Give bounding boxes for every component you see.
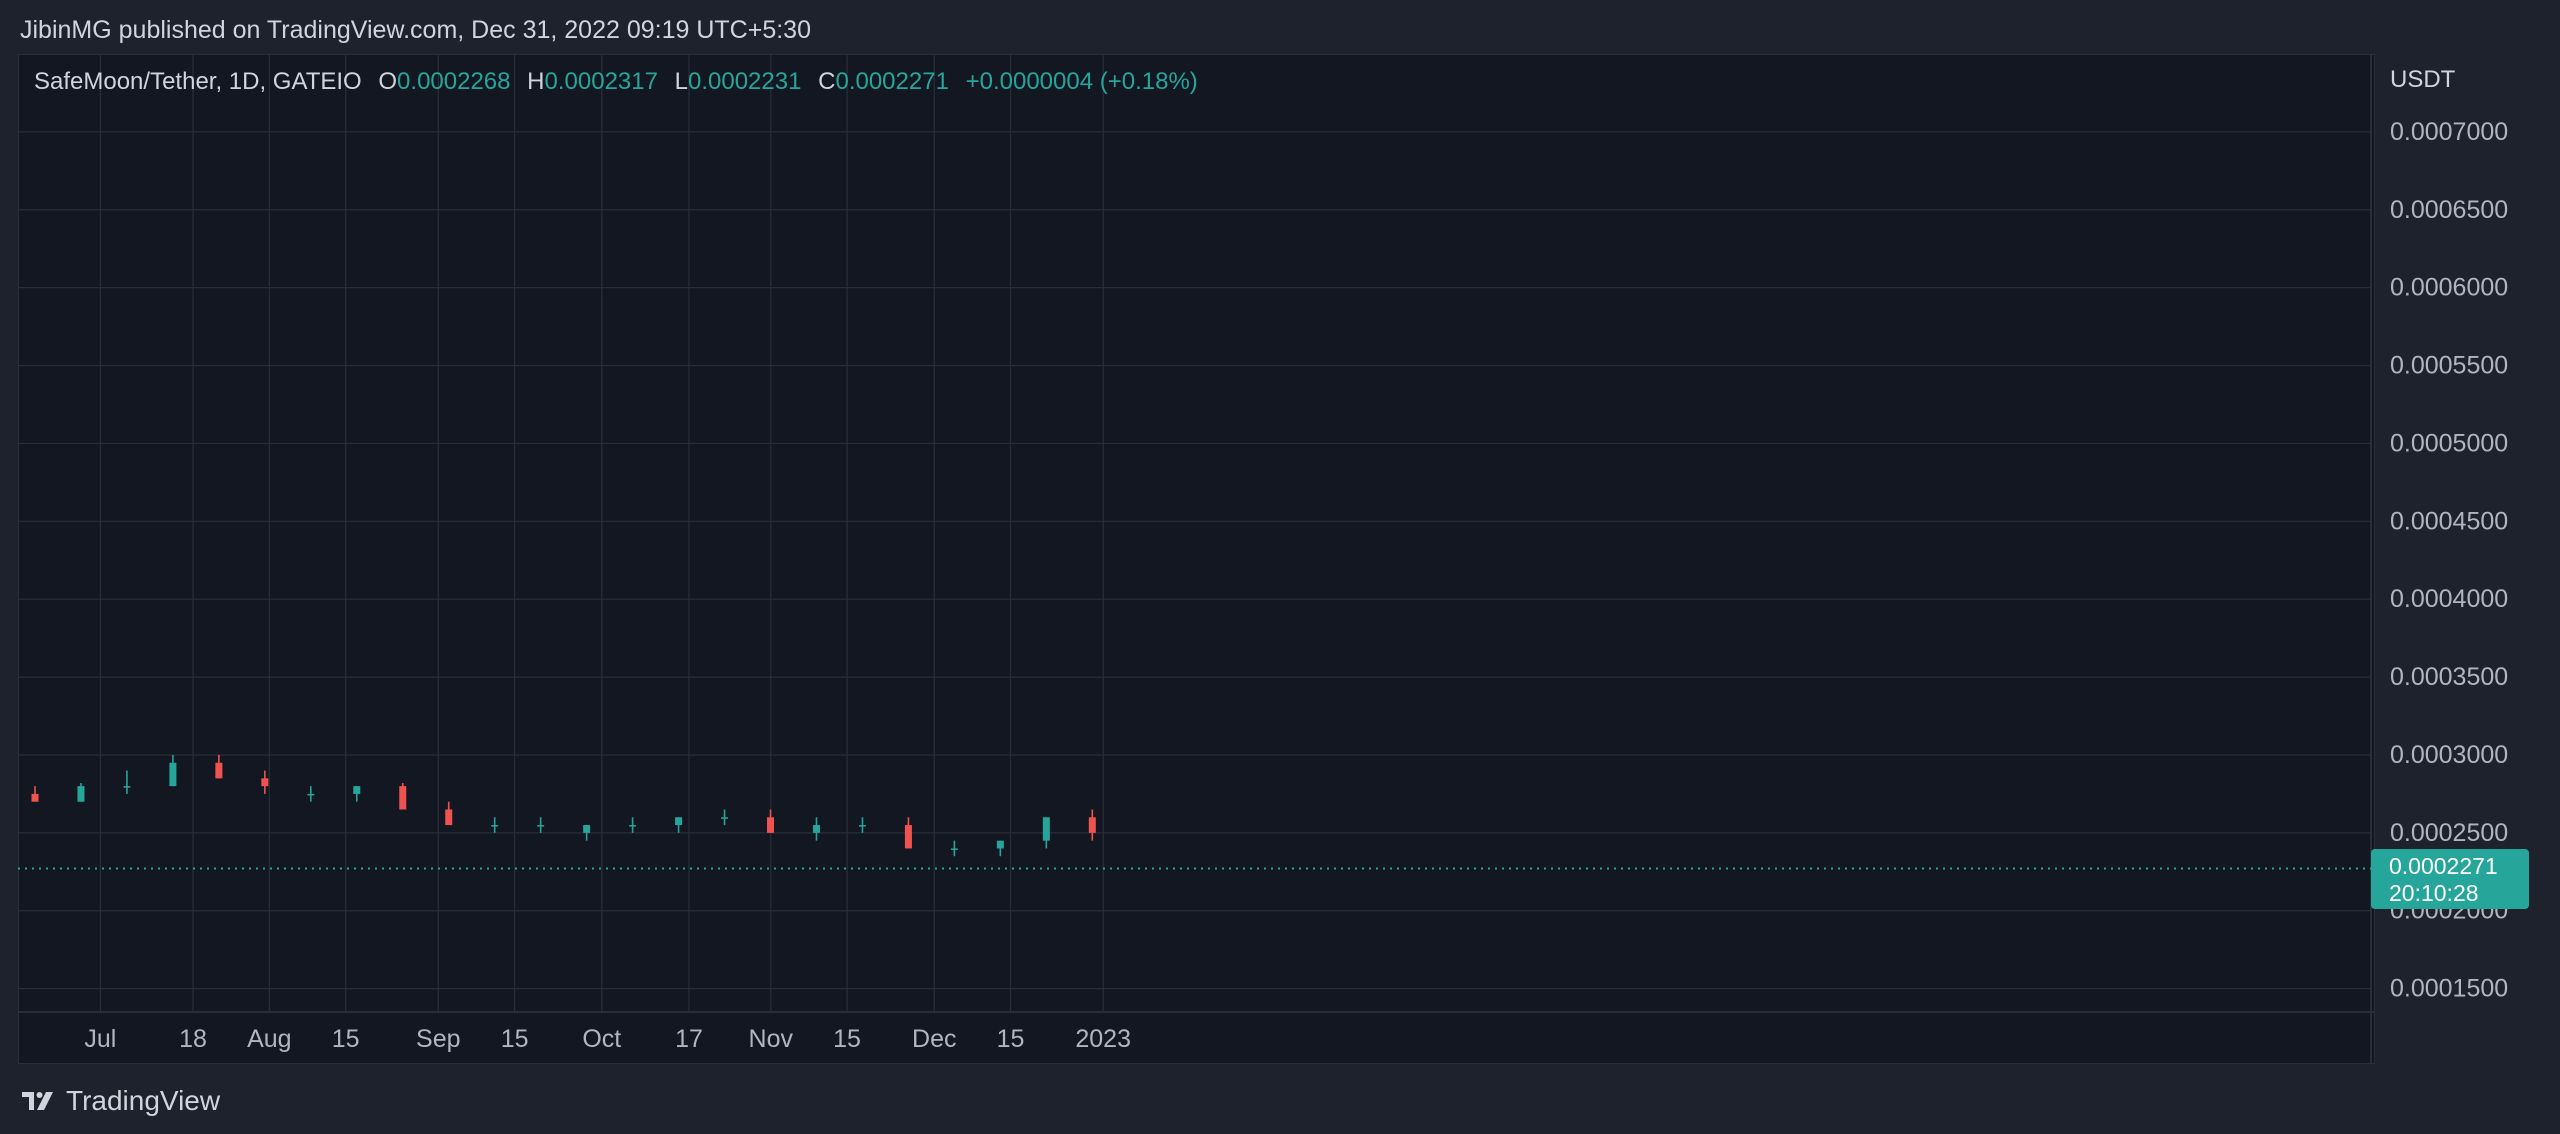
close-label: C [818,68,836,95]
time-tick-label: Oct [582,1025,621,1053]
candle-body [353,786,361,794]
candle-body [445,809,453,826]
price-axis-labels: 0.00015000.00020000.00025000.00030000.00… [2390,118,2508,1003]
price-tick-label: 0.0003000 [2390,741,2508,769]
time-tick-label: 15 [833,1025,861,1053]
time-tick-label: 17 [675,1025,703,1053]
candle-body [675,817,683,826]
open-label: O [378,68,398,95]
tradingview-brand[interactable]: TradingView [20,1084,220,1118]
chart-frame[interactable] [18,54,2375,1064]
candle-body [950,848,958,850]
price-tick-label: 0.0006000 [2390,274,2508,302]
time-tick-label: Jul [84,1025,116,1053]
low-label: L [674,68,688,95]
candle-body [721,817,729,819]
time-tick-label: Nov [749,1025,794,1053]
time-tick-label: 15 [501,1025,529,1053]
currency-label[interactable]: USDT [2390,66,2456,93]
candle-body [996,840,1004,849]
time-tick-label: 15 [997,1025,1025,1053]
candle-body [261,778,269,787]
candle-body [1088,817,1096,833]
candle-body [169,762,177,787]
candle-body [767,817,775,833]
brand-name: TradingView [66,1085,221,1116]
low-value: 0.0002231 [688,68,802,95]
high-label: H [527,68,545,95]
price-tick-label: 0.0004000 [2390,585,2508,613]
price-tick-label: 0.0006500 [2390,196,2508,224]
time-axis-labels: Jul 18 Aug 15 Sep 15 Oct 17 Nov 15 Dec 15 2023 [84,1025,1131,1053]
candle-body [31,793,39,802]
last-price-value: 0.0002271 [2389,853,2498,879]
candle-body [904,825,912,849]
publisher-line: JibinMG published on TradingView.com, De… [20,16,811,44]
price-tick-label: 0.0004500 [2390,507,2508,535]
candle-body [399,786,407,810]
price-tick-label: 0.0007000 [2390,118,2508,146]
top-bar: JibinMG published on TradingView.com, De… [0,0,2560,54]
change-value: +0.0000004 (+0.18%) [965,68,1198,95]
chart-legend: SafeMoon/Tether, 1D, GATEIO O0.0002268 H… [34,68,1198,96]
close-value: 0.0002271 [835,68,949,95]
candle-body [215,762,223,779]
time-tick-label: Dec [912,1025,956,1053]
candle-body [583,825,591,833]
tradingview-logo-icon [22,1092,53,1110]
price-tick-label: 0.0001500 [2390,975,2508,1003]
candle-body [858,825,866,827]
price-tick-label: 0.0003500 [2390,663,2508,691]
candle-body [123,786,131,788]
bar-countdown: 20:10:28 [2389,880,2479,906]
time-tick-label: 18 [179,1025,207,1053]
candle-body [537,825,545,827]
candles [31,754,1096,857]
price-tick-label: 0.0005500 [2390,352,2508,380]
high-value: 0.0002317 [544,68,658,95]
candle-body [812,825,820,833]
time-tick-label: 15 [332,1025,360,1053]
time-tick-label: Sep [416,1025,460,1053]
bottom-bar [0,1064,2560,1134]
chart-grid [18,54,2371,1012]
price-tick-label: 0.0002500 [2390,819,2508,847]
price-tick-label: 0.0005000 [2390,429,2508,457]
open-value: 0.0002268 [397,68,511,95]
candle-body [629,825,637,827]
candle-body [307,793,315,796]
last-price-tag: 0.0002271 20:10:28 [2371,849,2529,909]
time-tick-label: 2023 [1075,1025,1131,1053]
time-tick-label: Aug [247,1025,291,1053]
candle-body [1042,817,1050,841]
symbol-label: SafeMoon/Tether, 1D, GATEIO [34,68,362,95]
candle-body [77,786,85,802]
candle-body [491,825,499,827]
